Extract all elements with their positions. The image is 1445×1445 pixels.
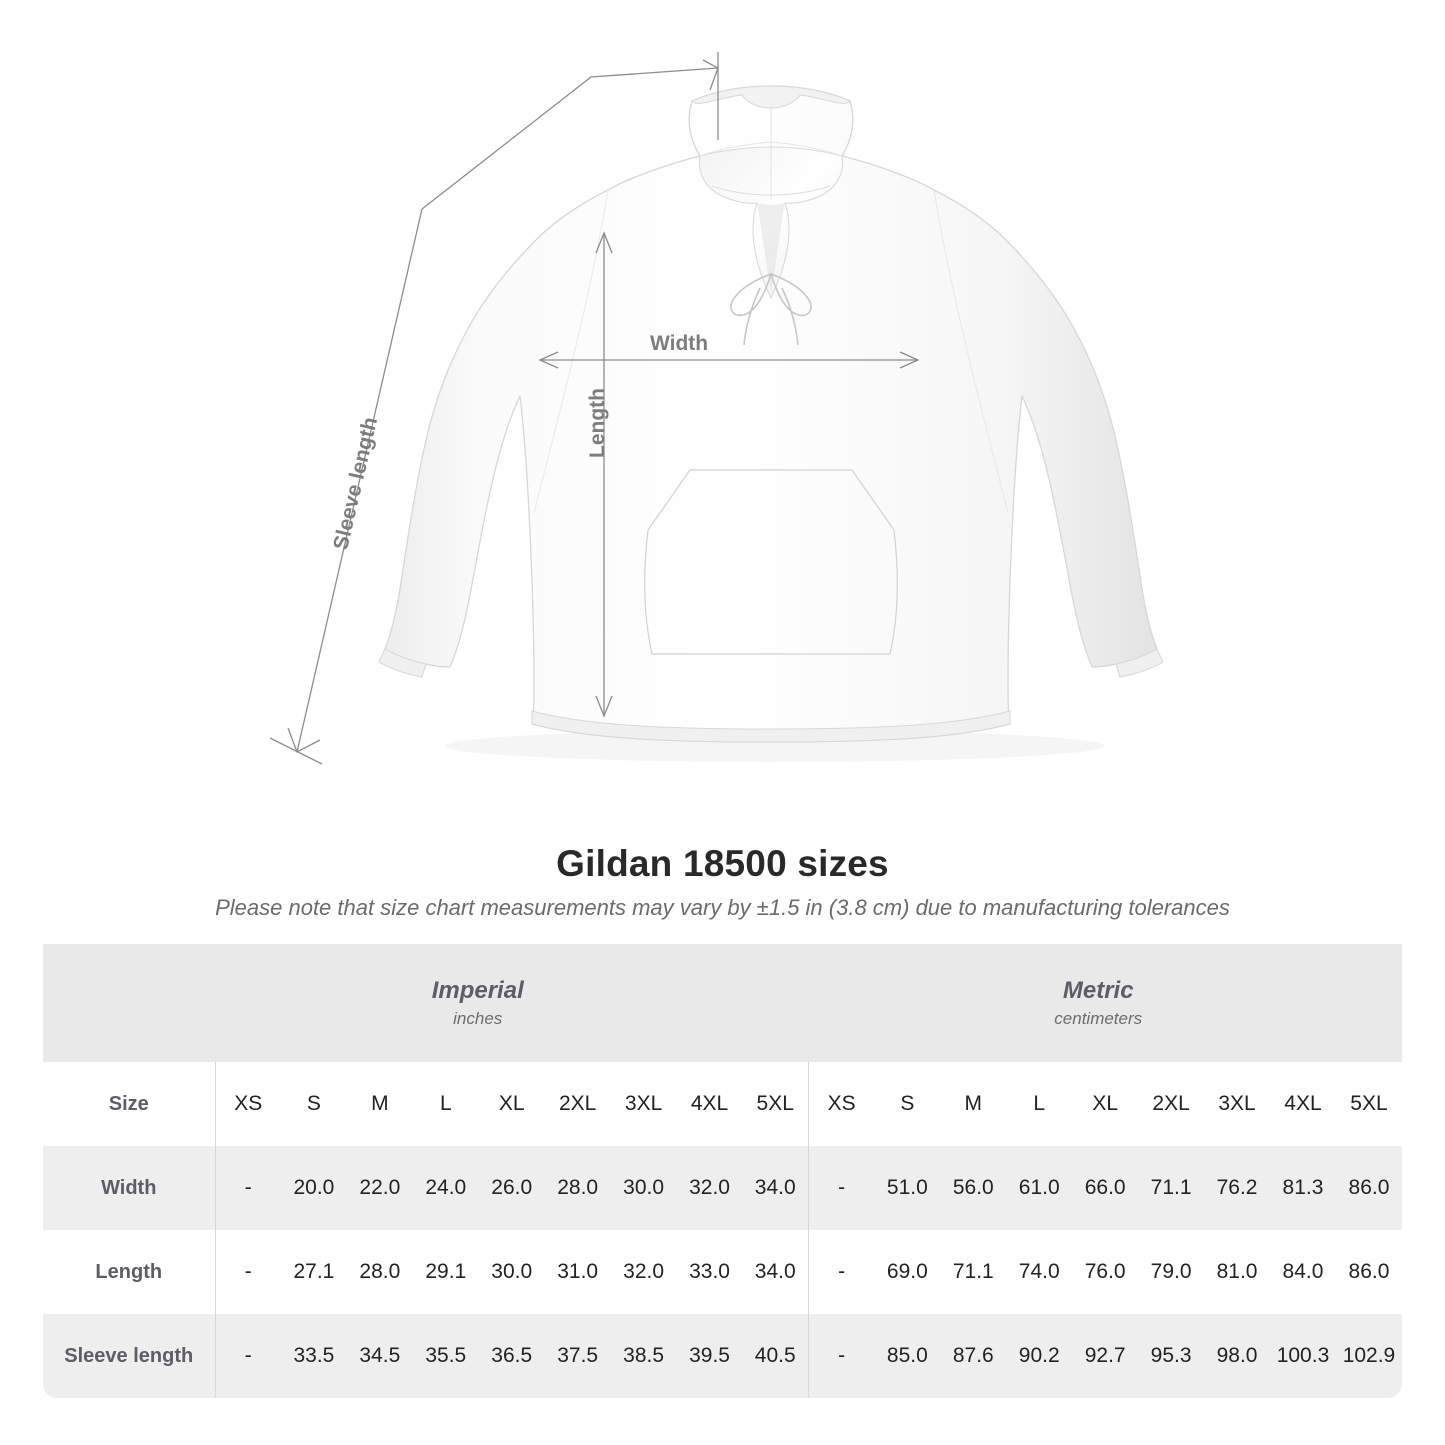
- svg-text:Length: Length: [586, 388, 609, 458]
- svg-text:Sleeve length: Sleeve length: [329, 415, 382, 552]
- svg-text:Width: Width: [650, 332, 708, 355]
